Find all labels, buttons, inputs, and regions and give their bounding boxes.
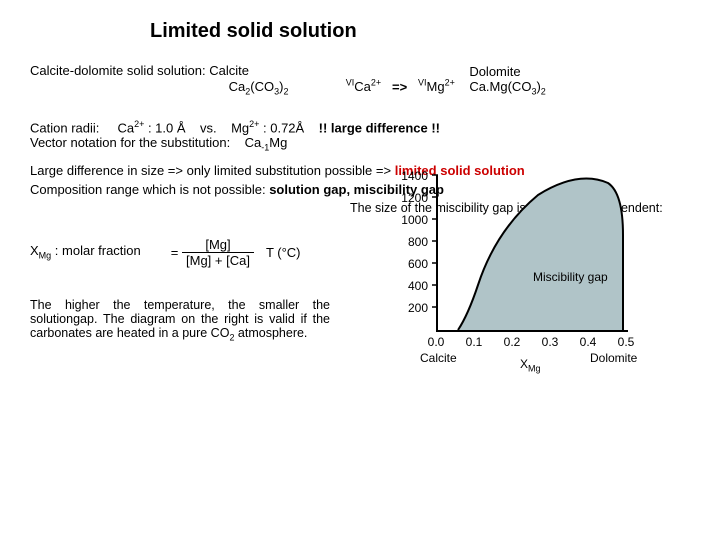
molar-fraction-row: XMg : molar fraction = [Mg] [Mg] + [Ca] … [30, 237, 370, 268]
t-axis-label: T (°C) [266, 245, 301, 260]
plot-area: Miscibility gap [436, 175, 628, 332]
vi-ca: VICa2+ [346, 79, 381, 94]
fraction: [Mg] [Mg] + [Ca] [182, 237, 254, 268]
row-solid-solution: Calcite-dolomite solid solution: Calcite… [30, 63, 690, 111]
miscibility-chart: 1400 1200 1000 800 600 400 200 Miscibili… [390, 167, 670, 377]
page-title: Limited solid solution [150, 20, 690, 43]
explanation-text: The higher the temperature, the smaller … [30, 298, 330, 343]
gap-fill [458, 178, 623, 329]
vi-mg: VIMg2+ [418, 79, 455, 94]
x-right-label: Dolomite [590, 351, 637, 365]
x-mid-label: XMg [520, 357, 541, 373]
x-left-label: Calcite [420, 351, 457, 365]
arrow: => [392, 79, 407, 94]
dolomite-block: Dolomite Ca.Mg(CO3)2 [469, 64, 546, 97]
calcite-formula: Ca2(CO3)2 [229, 79, 289, 94]
row-cation-radii: Cation radii: Ca2+ : 1.0 Å vs. Mg2+ : 0.… [30, 119, 690, 153]
gap-annotation: Miscibility gap [533, 270, 608, 284]
calcite-label: Calcite-dolomite solid solution: Calcite [30, 63, 249, 78]
